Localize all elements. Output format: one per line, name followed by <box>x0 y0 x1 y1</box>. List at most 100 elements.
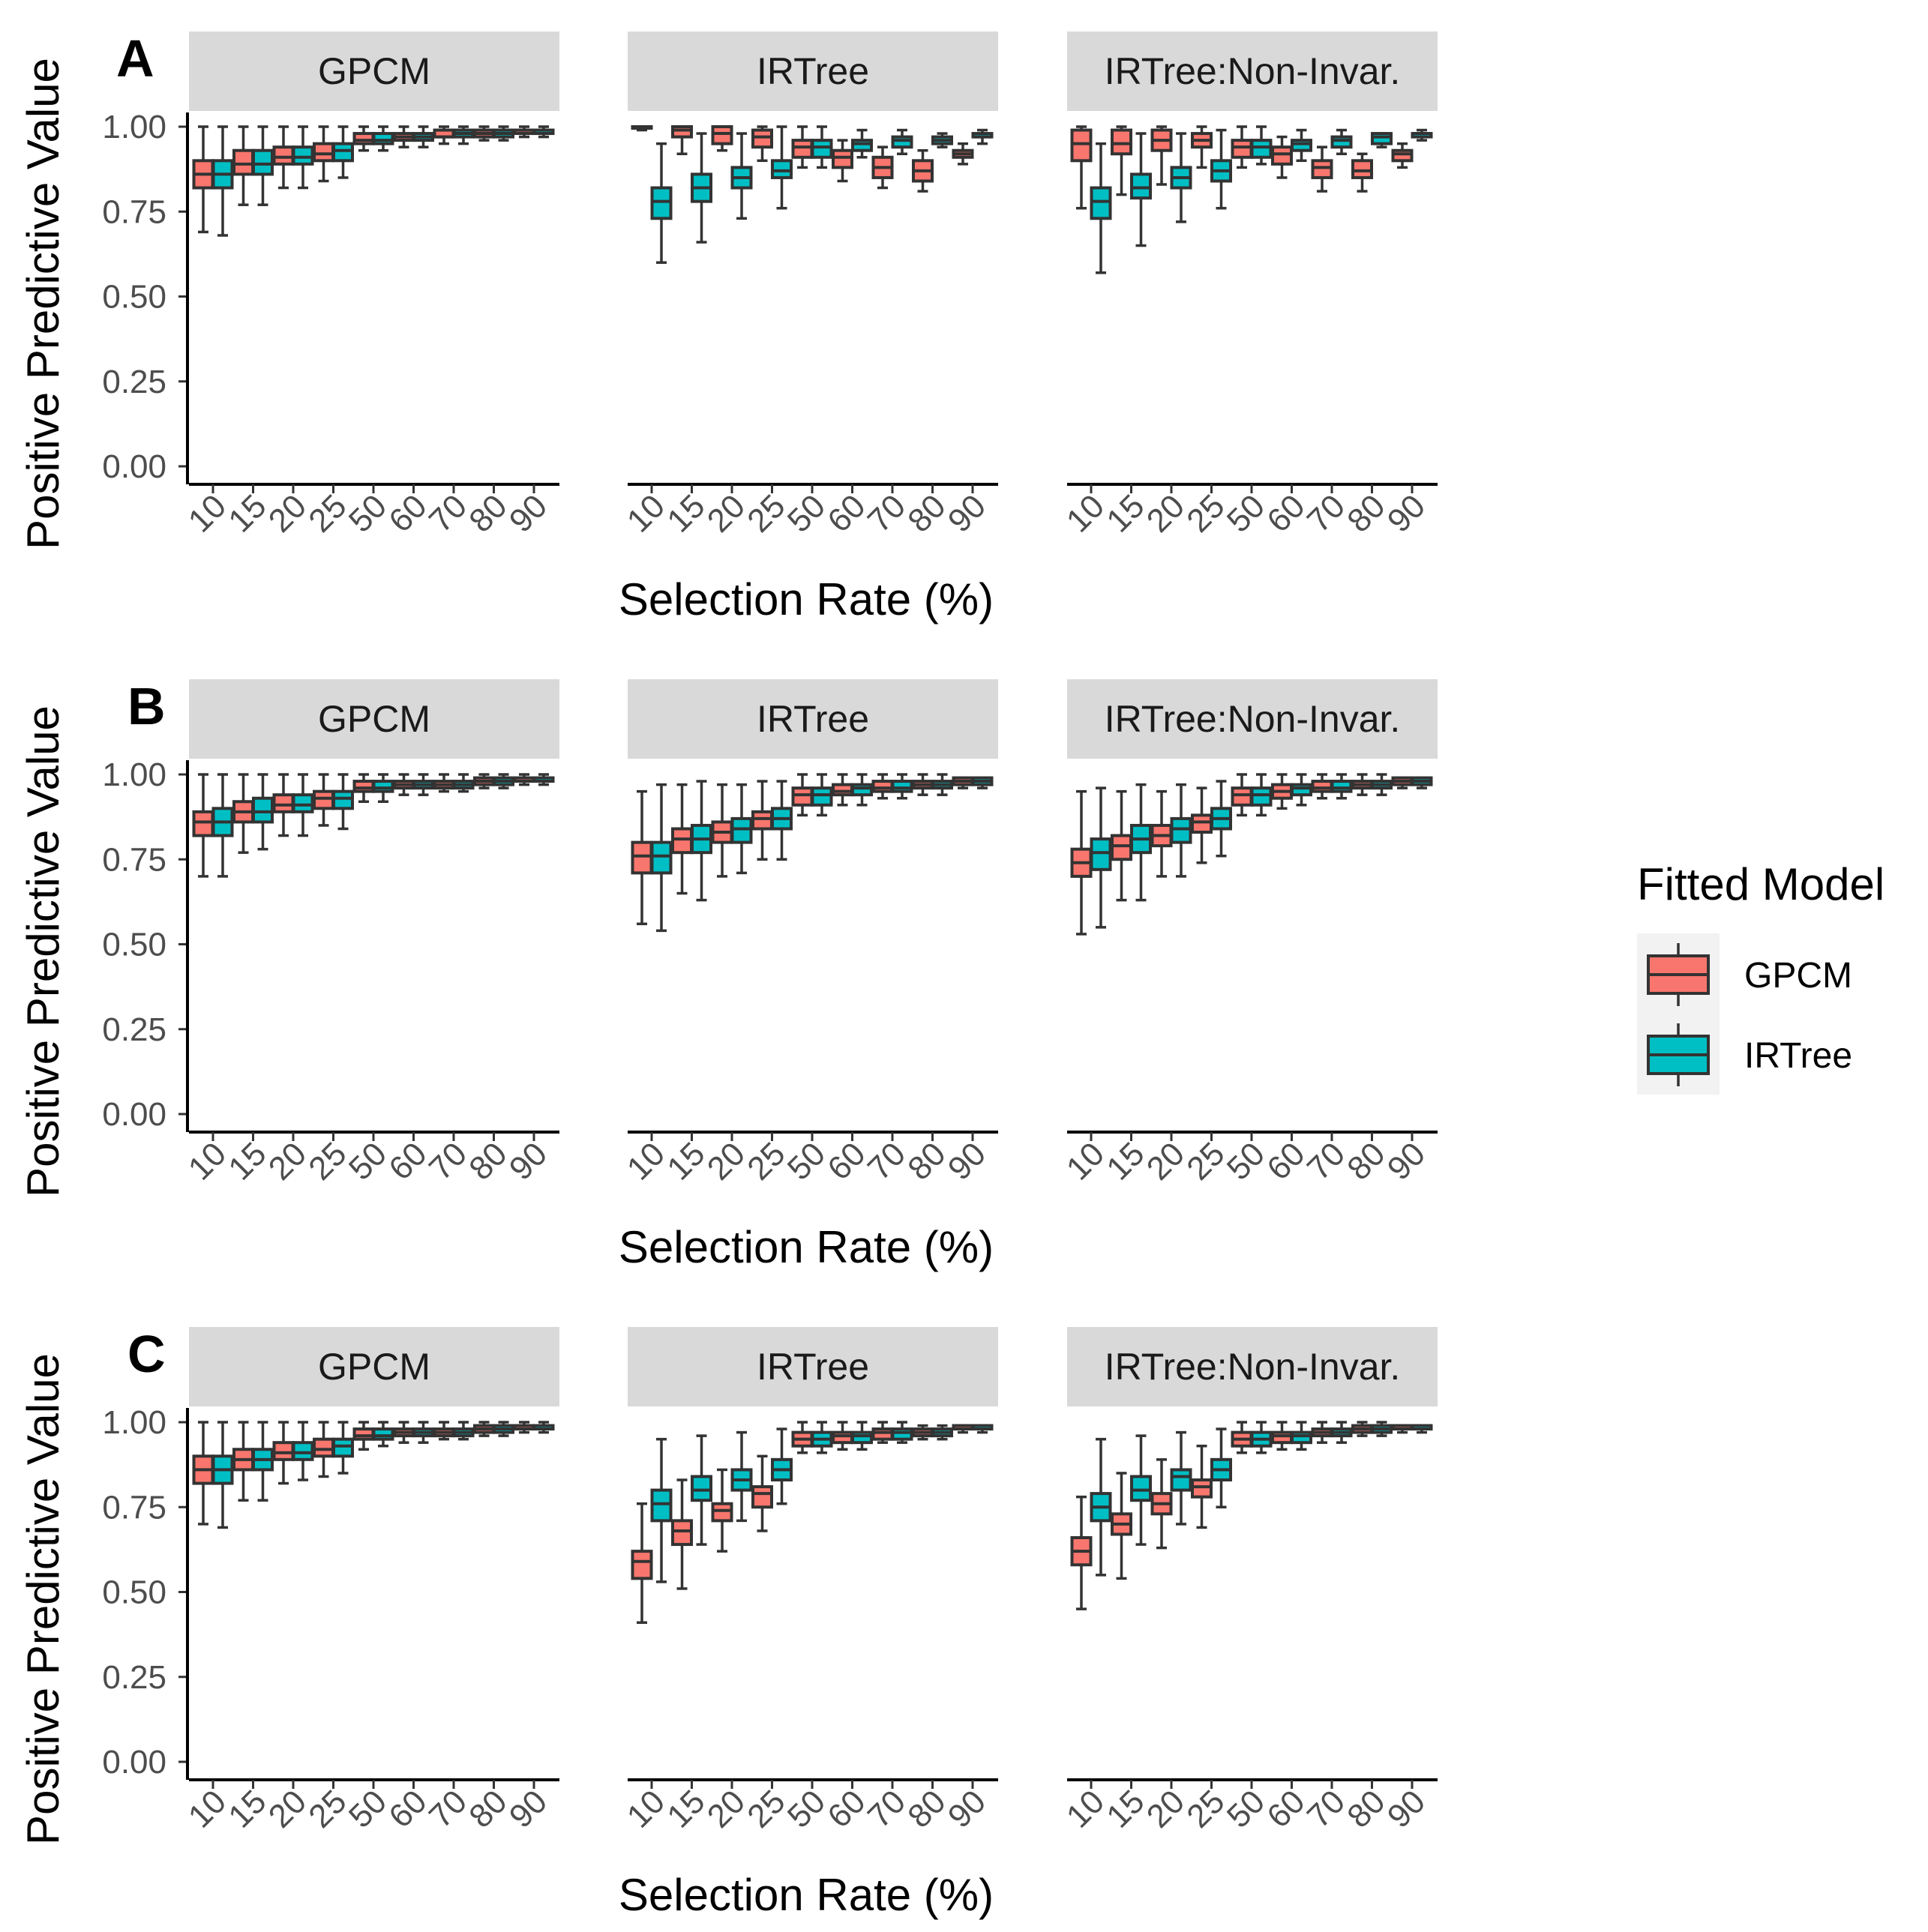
box-irtree-60 <box>1291 128 1312 163</box>
legend-title: Fitted Model <box>1637 859 1885 909</box>
box-gpcm-60 <box>393 125 415 148</box>
box-irtree-20 <box>292 773 314 837</box>
box-irtree-50 <box>372 1421 394 1448</box>
box-irtree-10 <box>1090 786 1112 929</box>
box-irtree-50 <box>1250 1421 1273 1454</box>
box-body <box>272 793 295 813</box>
box-gpcm-15 <box>1111 789 1132 902</box>
box-irtree-20 <box>1170 783 1192 878</box>
box-body <box>650 1488 673 1523</box>
box-irtree-10 <box>650 783 673 933</box>
box-body <box>1191 1478 1213 1499</box>
y-tick-label: 0.00 <box>102 448 166 485</box>
panel-strip <box>189 679 559 759</box>
box-body <box>372 132 394 145</box>
box-irtree-90 <box>971 776 994 789</box>
panel-strip <box>1067 1327 1438 1406</box>
box-gpcm-90 <box>952 142 974 166</box>
box-irtree-70 <box>452 1421 475 1441</box>
box-body <box>252 796 274 824</box>
box-gpcm-10 <box>631 1502 653 1625</box>
box-irtree-90 <box>1411 128 1433 142</box>
y-tick-label: 0.50 <box>102 1574 166 1611</box>
box-body <box>1351 159 1373 179</box>
box-body <box>650 840 673 875</box>
box-gpcm-50 <box>791 773 814 817</box>
box-body <box>711 125 733 145</box>
box-irtree-25 <box>1210 128 1232 210</box>
box-irtree-15 <box>1130 132 1152 247</box>
box-irtree-25 <box>332 1421 354 1475</box>
box-body <box>791 786 814 807</box>
y-axis-title: Positive Predictive Value <box>18 1353 68 1845</box>
box-irtree-80 <box>1371 132 1393 148</box>
box-irtree-20 <box>730 783 753 875</box>
box-body <box>192 810 214 837</box>
panel-strip <box>628 1327 998 1406</box>
box-irtree-70 <box>891 1421 913 1444</box>
box-body <box>851 1430 873 1445</box>
box-body <box>1250 139 1273 159</box>
box-body <box>1330 135 1353 149</box>
box-body <box>1271 145 1293 166</box>
box-irtree-70 <box>1330 773 1353 800</box>
box-gpcm-50 <box>1231 773 1253 817</box>
box-gpcm-10 <box>192 773 214 878</box>
box-gpcm-60 <box>1271 1421 1293 1451</box>
box-body <box>332 1437 354 1458</box>
box-body <box>891 780 913 793</box>
box-body <box>252 148 274 176</box>
box-irtree-70 <box>891 773 913 800</box>
box-gpcm-50 <box>352 773 375 803</box>
box-irtree-25 <box>332 125 354 179</box>
panel-strip <box>189 31 559 111</box>
y-tick-label: 0.25 <box>102 1659 166 1696</box>
y-tick-label: 1.00 <box>102 109 166 145</box>
box-body <box>832 1430 853 1445</box>
box-body <box>1311 780 1333 793</box>
box-body <box>352 132 375 145</box>
panel-strip <box>189 1327 559 1406</box>
box-gpcm-25 <box>1191 1444 1213 1529</box>
panel-title: GPCM <box>318 698 430 740</box>
box-body <box>292 793 314 813</box>
box-body <box>1250 786 1273 807</box>
box-gpcm-60 <box>832 139 853 183</box>
box-body <box>1130 172 1152 200</box>
box-irtree-15 <box>1130 783 1152 902</box>
y-tick-label: 1.00 <box>102 1404 166 1441</box>
box-body <box>671 125 693 139</box>
box-body <box>871 780 894 793</box>
box-irtree-25 <box>1210 780 1232 858</box>
box-gpcm-80 <box>1351 152 1373 193</box>
box-irtree-80 <box>493 1421 514 1437</box>
box-gpcm-90 <box>1391 142 1414 169</box>
y-tick-label: 0.25 <box>102 364 166 400</box>
box-body <box>791 139 814 159</box>
box-irtree-15 <box>252 1421 274 1502</box>
box-gpcm-15 <box>1111 125 1132 196</box>
box-body <box>272 145 295 166</box>
box-irtree-15 <box>691 780 712 902</box>
box-irtree-50 <box>1250 773 1273 817</box>
panel-title: IRTree:Non-Invar. <box>1105 50 1401 92</box>
box-body <box>631 840 653 875</box>
box-irtree-80 <box>1371 773 1393 796</box>
box-gpcm-20 <box>272 1421 295 1485</box>
box-gpcm-25 <box>751 780 773 861</box>
legend-label: IRTree <box>1744 1036 1852 1076</box>
box-body <box>292 1441 314 1461</box>
legend: Fitted Model GPCM IRTree <box>1637 859 1885 1095</box>
box-gpcm-15 <box>671 1478 693 1590</box>
box-body <box>1090 186 1112 220</box>
box-body <box>272 1441 295 1461</box>
y-tick-label: 0.25 <box>102 1011 166 1048</box>
box-irtree-20 <box>1170 132 1192 223</box>
box-gpcm-10 <box>192 1421 214 1526</box>
row-tag-b: B <box>127 677 166 735</box>
box-body <box>1291 1430 1312 1445</box>
box-body <box>352 1427 375 1441</box>
facet-row-b: B Positive Predictive Value 0.00 0.25 0.50 0.… <box>18 677 1438 1272</box>
row-tag-c: C <box>127 1325 166 1383</box>
